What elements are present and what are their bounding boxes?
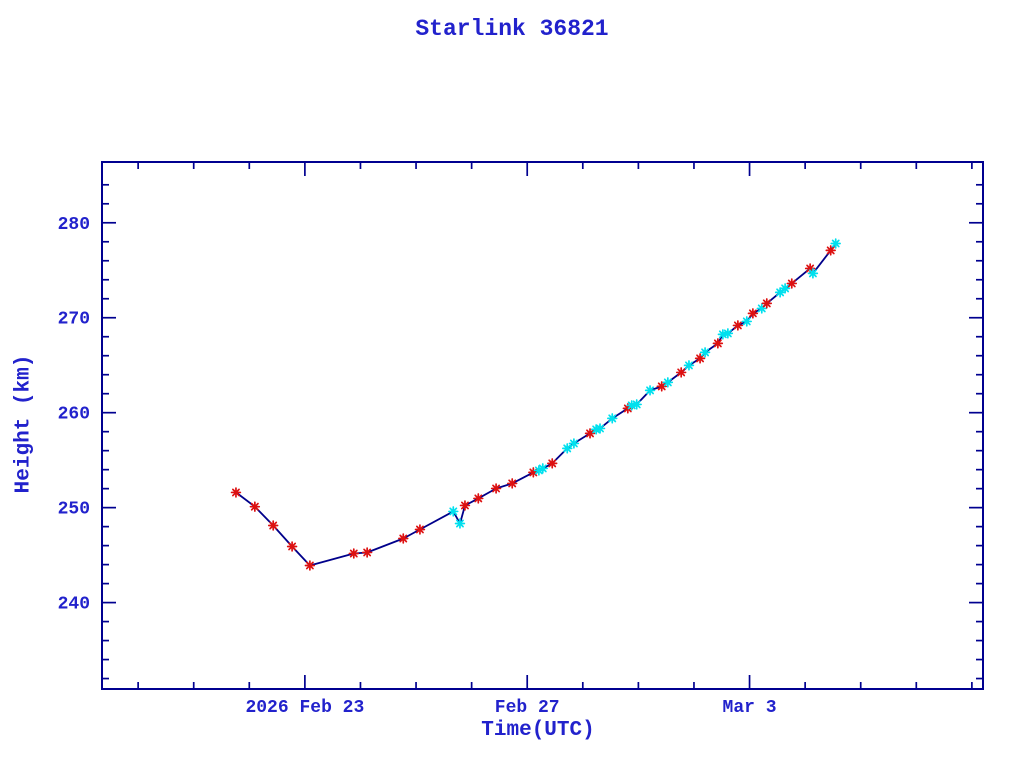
y-tick-label: 240 <box>58 595 90 615</box>
marker-observed <box>473 493 484 504</box>
marker-observed <box>732 320 744 331</box>
marker-predicted <box>561 443 573 454</box>
marker-observed <box>584 428 596 439</box>
marker-observed <box>230 487 242 498</box>
marker-predicted <box>590 424 602 435</box>
x-tick-label: 2026 Feb 23 <box>245 698 364 718</box>
x-tick-label: Feb 27 <box>495 698 560 718</box>
marker-predicted <box>779 283 791 294</box>
marker-predicted <box>830 238 841 249</box>
marker-observed <box>459 500 471 511</box>
y-tick-label: 260 <box>58 405 90 425</box>
marker-predicted <box>533 465 545 476</box>
marker-predicted <box>774 287 786 298</box>
marker-observed <box>528 467 539 478</box>
marker-predicted <box>568 438 580 449</box>
y-tick-label: 270 <box>58 310 90 330</box>
height-curve <box>235 242 837 567</box>
marker-observed <box>747 308 759 319</box>
marker-observed <box>249 501 261 512</box>
marker-observed <box>267 520 279 531</box>
chart-title: Starlink 36821 <box>415 16 609 42</box>
marker-observed <box>656 381 667 392</box>
marker-predicted <box>807 268 819 279</box>
marker-observed <box>712 338 724 349</box>
marker-observed <box>506 478 518 489</box>
marker-predicted <box>699 347 711 358</box>
marker-observed <box>761 298 773 309</box>
marker-predicted <box>631 399 642 410</box>
marker-predicted <box>594 423 606 434</box>
marker-observed <box>675 367 687 378</box>
marker-observed <box>804 263 816 274</box>
y-tick-label: 280 <box>58 215 90 235</box>
marker-observed <box>546 458 558 469</box>
marker-predicted <box>454 518 466 529</box>
y-tick-label: 250 <box>58 500 90 520</box>
marker-predicted <box>722 328 734 339</box>
marker-observed <box>348 548 360 559</box>
marker-predicted <box>662 377 674 388</box>
marker-predicted <box>756 303 768 314</box>
x-tick-label: Mar 3 <box>723 698 777 718</box>
marker-observed <box>286 541 298 552</box>
x-axis-label: Time(UTC) <box>481 719 595 742</box>
marker-predicted <box>717 329 729 340</box>
plot-border <box>101 161 984 690</box>
marker-predicted <box>683 360 695 371</box>
marker-predicted <box>644 385 656 396</box>
marker-observed <box>490 483 502 494</box>
marker-observed <box>361 547 373 558</box>
marker-observed <box>786 278 798 289</box>
marker-predicted <box>448 506 459 517</box>
marker-observed <box>414 524 426 535</box>
marker-observed <box>304 560 316 571</box>
marker-predicted <box>607 413 618 424</box>
marker-predicted <box>537 463 549 474</box>
marker-observed <box>398 533 409 544</box>
marker-observed <box>694 353 706 364</box>
marker-predicted <box>626 400 637 411</box>
marker-predicted <box>741 316 753 327</box>
marker-observed <box>825 245 836 256</box>
